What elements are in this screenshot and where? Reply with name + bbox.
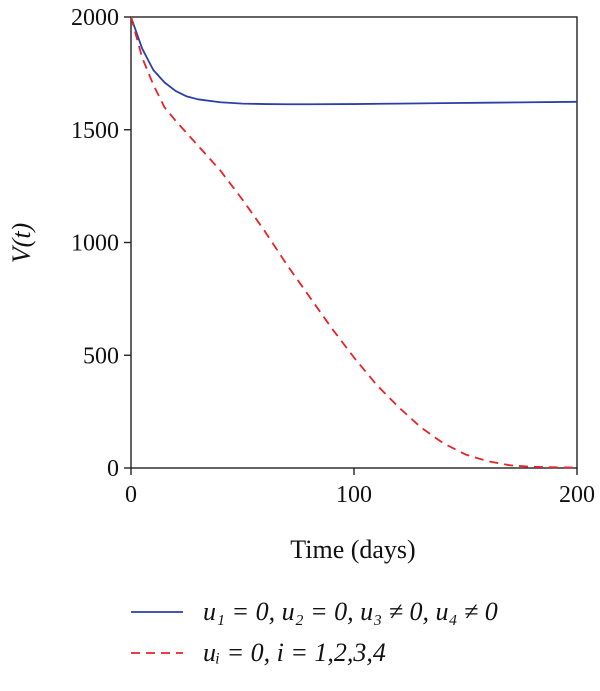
legend-label-1: u₁ = 0, u₂ = 0, u₃ ≠ 0, u₄ ≠ 0 (203, 597, 498, 626)
series-line-1 (130, 16, 578, 106)
y-tick-label: 1000 (71, 231, 119, 257)
x-tick-label: 0 (125, 482, 137, 508)
y-axis-title: V(t) (7, 223, 36, 263)
plot-frame (130, 16, 578, 469)
y-tick-label: 500 (83, 343, 119, 369)
x-axis-title: Time (days) (290, 535, 415, 564)
plot-area (130, 16, 578, 469)
series-line-2 (130, 16, 578, 469)
legend: u₁ = 0, u₂ = 0, u₃ ≠ 0, u₄ ≠ 0 uᵢ = 0, i … (131, 597, 498, 667)
legend-label-2: uᵢ = 0, i = 1,2,3,4 (203, 638, 386, 667)
y-axis-ticks: 0 500 1000 1500 2000 (71, 5, 131, 482)
x-tick-label: 200 (559, 482, 595, 508)
y-tick-label: 2000 (71, 5, 119, 31)
y-tick-label: 1500 (71, 118, 119, 144)
x-axis-ticks: 0 100 200 (125, 468, 595, 508)
x-tick-label: 100 (336, 482, 372, 508)
y-tick-label: 0 (107, 456, 119, 482)
